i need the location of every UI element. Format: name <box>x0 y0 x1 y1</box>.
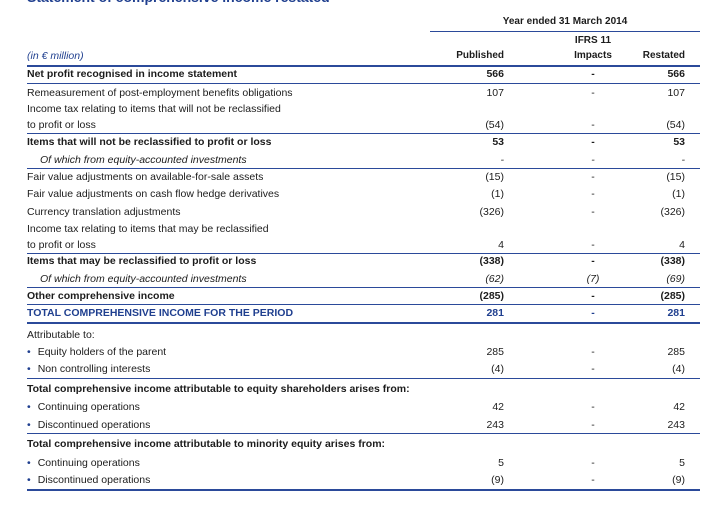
cell-value: - <box>591 239 595 251</box>
cell-value: (7) <box>586 273 600 285</box>
cell-value: - <box>591 419 595 431</box>
row-label: Items that may be reclassified to profit… <box>27 255 257 267</box>
cell-value: (1) <box>491 188 504 200</box>
cell-value: 42 <box>492 401 504 413</box>
cell-value: - <box>591 255 595 267</box>
row-label: Total comprehensive income attributable … <box>27 383 410 395</box>
cell-value: 281 <box>667 307 685 319</box>
row-label: Discontinued operations <box>27 417 151 433</box>
column-header: Restated <box>642 50 685 61</box>
cell-value: - <box>591 206 595 218</box>
row-label: Items that will not be reclassified to p… <box>27 136 272 148</box>
row-rule <box>27 133 700 134</box>
cell-value: (9) <box>672 474 685 486</box>
cell-value: 53 <box>492 136 504 148</box>
cell-value: (62) <box>485 273 504 285</box>
cell-value: - <box>591 87 595 99</box>
cell-value: (326) <box>479 206 504 218</box>
cell-value: - <box>591 290 595 302</box>
header-rule <box>27 65 700 67</box>
cell-value: (285) <box>660 290 685 302</box>
cell-value: - <box>681 154 686 166</box>
cell-value: 107 <box>667 87 685 99</box>
cell-value: - <box>591 188 595 200</box>
cell-value: 4 <box>498 239 504 251</box>
row-rule <box>27 287 700 288</box>
cell-value: (69) <box>666 273 685 285</box>
cell-value: - <box>591 119 595 131</box>
cell-value: - <box>591 136 595 148</box>
row-label: Fair value adjustments on cash flow hedg… <box>27 188 280 200</box>
cell-value: (285) <box>479 290 504 302</box>
cell-value: (338) <box>660 255 685 267</box>
cell-value: (54) <box>666 119 685 131</box>
cell-value: (1) <box>672 188 685 200</box>
cell-value: 566 <box>667 68 685 80</box>
title: Statement of comprehensive income restat… <box>27 0 330 5</box>
cell-value: 243 <box>667 419 685 431</box>
row-label: Of which from equity-accounted investmen… <box>40 154 247 166</box>
cell-value: - <box>591 171 595 183</box>
cell-value: 566 <box>486 68 504 80</box>
row-label: Net profit recognised in income statemen… <box>27 68 238 80</box>
cell-value: - <box>591 346 595 358</box>
row-label: Of which from equity-accounted investmen… <box>40 273 247 285</box>
cell-value: 285 <box>486 346 504 358</box>
cell-value: (15) <box>666 171 685 183</box>
cell-value: 53 <box>673 136 685 148</box>
row-label: Total comprehensive income attributable … <box>27 438 386 450</box>
cell-value: 5 <box>498 457 504 469</box>
row-label: Attributable to: <box>27 329 95 341</box>
row-label: Remeasurement of post-employment benefit… <box>27 87 293 99</box>
row-label: Income tax relating to items that will n… <box>27 103 281 131</box>
column-header: Published <box>456 50 504 61</box>
cell-value: (326) <box>660 206 685 218</box>
header-rule <box>430 31 700 32</box>
cell-value: 42 <box>673 401 685 413</box>
cell-value: - <box>591 154 595 166</box>
cell-value: - <box>591 363 595 375</box>
cell-value: - <box>500 154 505 166</box>
row-rule <box>27 253 700 254</box>
row-rule <box>27 83 700 84</box>
row-rule <box>27 168 700 169</box>
cell-value: - <box>591 474 595 486</box>
row-label: Continuing operations <box>27 399 140 415</box>
cell-value: (4) <box>672 363 685 375</box>
row-label: Discontinued operations <box>27 472 151 488</box>
row-rule <box>27 378 700 379</box>
unit-label: (in € million) <box>27 50 84 62</box>
row-label: Non controlling interests <box>27 361 151 377</box>
row-label: TOTAL COMPREHENSIVE INCOME FOR THE PERIO… <box>27 307 294 319</box>
row-label: Other comprehensive income <box>27 290 175 302</box>
cell-value: - <box>591 401 595 413</box>
row-label: Currency translation adjustments <box>27 206 181 218</box>
row-label: Fair value adjustments on available-for-… <box>27 171 264 183</box>
cell-value: 4 <box>679 239 685 251</box>
cell-value: (4) <box>491 363 504 375</box>
cell-value: - <box>591 457 595 469</box>
row-rule <box>27 322 700 324</box>
period-header: Year ended 31 March 2014 <box>502 16 628 27</box>
column-header: Impacts <box>574 50 612 61</box>
row-label: Continuing operations <box>27 455 140 471</box>
cell-value: 5 <box>679 457 685 469</box>
cell-value: 243 <box>486 419 504 431</box>
cell-value: - <box>591 307 595 319</box>
cell-value: 285 <box>667 346 685 358</box>
cell-value: (9) <box>491 474 504 486</box>
row-rule <box>27 489 700 491</box>
column-header: IFRS 11 <box>574 35 612 46</box>
cell-value: 107 <box>486 87 504 99</box>
row-label: Equity holders of the parent <box>27 344 166 360</box>
cell-value: 281 <box>486 307 504 319</box>
row-label: Income tax relating to items that may be… <box>27 223 269 251</box>
cell-value: - <box>591 68 595 80</box>
cell-value: (338) <box>479 255 504 267</box>
row-rule <box>27 433 700 434</box>
cell-value: (54) <box>485 119 504 131</box>
cell-value: (15) <box>485 171 504 183</box>
row-rule <box>27 304 700 305</box>
